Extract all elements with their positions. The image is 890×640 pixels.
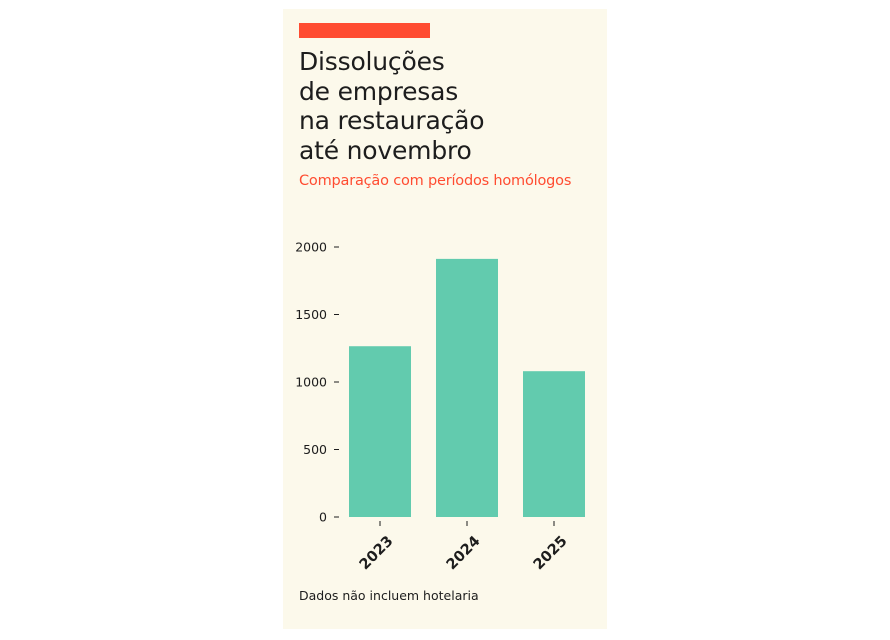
bars — [349, 258, 585, 517]
y-axis: 0 500 1000 1500 2000 — [295, 240, 339, 525]
x-axis: 2023 2024 2025 — [357, 521, 571, 573]
footnote: Dados não incluem hotelaria — [299, 588, 479, 603]
x-tick-label: 2025 — [531, 533, 571, 573]
bar-2025 — [523, 371, 585, 517]
y-tick-label: 500 — [303, 442, 327, 457]
bar-2023 — [349, 346, 411, 517]
chart-title: Dissoluções de empresas na restauração a… — [299, 47, 485, 165]
y-tick-label: 0 — [319, 510, 327, 525]
accent-bar — [299, 23, 430, 38]
y-tick-label: 1500 — [295, 307, 327, 322]
bar-chart: 0 500 1000 1500 2000 2023 2024 2025 — [295, 240, 585, 573]
bar-2024 — [436, 258, 498, 517]
y-tick-label: 2000 — [295, 240, 327, 255]
y-tick-label: 1000 — [295, 375, 327, 390]
x-tick-label: 2023 — [357, 533, 397, 573]
x-tick-label: 2024 — [444, 533, 484, 573]
chart-card: Dissoluções de empresas na restauração a… — [283, 9, 607, 629]
chart-subtitle: Comparação com períodos homólogos — [299, 173, 572, 189]
